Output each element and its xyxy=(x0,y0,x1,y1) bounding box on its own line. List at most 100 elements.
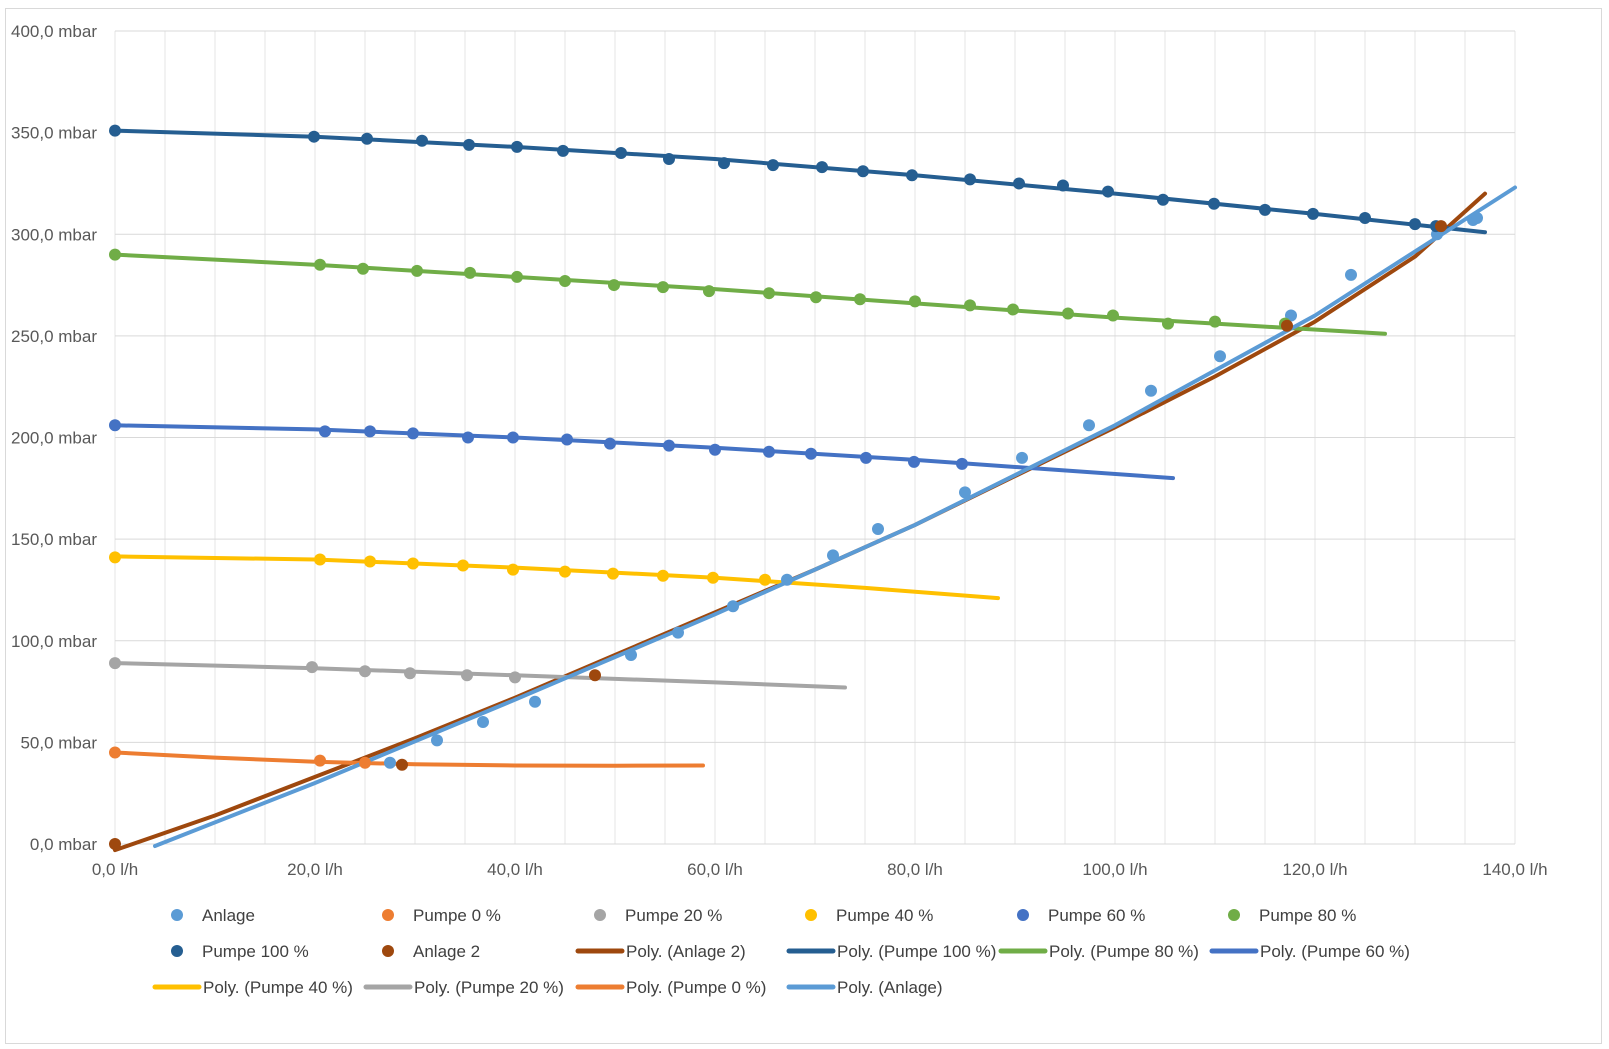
data-point xyxy=(359,756,371,769)
data-point xyxy=(463,138,475,151)
data-point xyxy=(416,134,428,147)
data-point xyxy=(364,425,376,438)
legend-marker xyxy=(1017,909,1029,921)
legend-marker xyxy=(1228,909,1240,921)
x-tick-label: 40,0 l/h xyxy=(487,860,543,879)
data-point xyxy=(1083,419,1095,432)
axis-layer: 0,0 mbar 50,0 mbar 100,0 mbar 150,0 mbar 200… xyxy=(11,22,1548,879)
legend-entry-poly-pumpe-80[interactable]: Poly. (Pumpe 80 %) xyxy=(998,942,1199,961)
data-point xyxy=(1307,207,1319,220)
data-point xyxy=(816,161,828,174)
legend-label: Poly. (Pumpe 80 %) xyxy=(1049,942,1199,961)
legend-entry-poly-anlage-2[interactable]: Poly. (Anlage 2) xyxy=(575,942,746,961)
data-point xyxy=(1409,218,1421,231)
data-point xyxy=(109,248,121,261)
data-point xyxy=(805,447,817,460)
legend-entry-pumpe-40[interactable]: Pumpe 40 % xyxy=(805,906,933,925)
data-point xyxy=(109,657,121,670)
data-point xyxy=(860,451,872,464)
legend-entry-pumpe-20[interactable]: Pumpe 20 % xyxy=(594,906,722,925)
legend-marker xyxy=(171,945,183,957)
y-tick-label: 0,0 mbar xyxy=(30,835,97,854)
data-point xyxy=(763,287,775,300)
trendline-poly-anlage xyxy=(153,185,1517,848)
data-point xyxy=(507,431,519,444)
data-point xyxy=(1214,350,1226,363)
data-point xyxy=(557,144,569,157)
series-pumpe-100 xyxy=(109,124,1442,233)
data-point xyxy=(781,573,793,586)
data-point xyxy=(308,130,320,143)
data-point xyxy=(1102,185,1114,198)
legend-entry-poly-pumpe-0[interactable]: Poly. (Pumpe 0 %) xyxy=(575,978,766,997)
trendline-poly-pumpe-80 xyxy=(113,252,1387,336)
legend-entry-pumpe-0[interactable]: Pumpe 0 % xyxy=(382,906,501,925)
legend-entry-pumpe-100[interactable]: Pumpe 100 % xyxy=(171,942,309,961)
data-point xyxy=(1359,211,1371,224)
data-point xyxy=(608,279,620,292)
data-point xyxy=(511,270,523,283)
legend-entry-poly-pumpe-40[interactable]: Poly. (Pumpe 40 %) xyxy=(152,978,353,997)
data-point xyxy=(657,281,669,294)
x-tick-label: 0,0 l/h xyxy=(92,860,138,879)
legend-label: Pumpe 60 % xyxy=(1048,906,1145,925)
data-point xyxy=(959,486,971,499)
data-point xyxy=(718,157,730,170)
data-point xyxy=(1345,268,1357,281)
data-point xyxy=(1435,220,1447,233)
data-point xyxy=(625,648,637,661)
data-point xyxy=(361,132,373,145)
data-point xyxy=(431,734,443,747)
data-point-layer xyxy=(109,124,1483,850)
y-tick-label: 200,0 mbar xyxy=(11,429,97,448)
trendline-poly-pumpe-60 xyxy=(113,423,1175,481)
legend-marker xyxy=(382,909,394,921)
data-point xyxy=(109,838,121,850)
data-point xyxy=(1209,315,1221,328)
legend-entry-poly-anlage[interactable]: Poly. (Anlage) xyxy=(786,978,943,997)
data-point xyxy=(1157,193,1169,206)
data-point xyxy=(314,754,326,767)
data-point xyxy=(477,716,489,729)
data-point xyxy=(306,661,318,674)
legend-entry-poly-pumpe-60[interactable]: Poly. (Pumpe 60 %) xyxy=(1209,942,1410,961)
data-point xyxy=(509,671,521,684)
y-tick-label: 350,0 mbar xyxy=(11,124,97,143)
data-point xyxy=(404,667,416,680)
chart-frame xyxy=(5,8,1602,1044)
legend: Anlage Pumpe 0 % Pumpe 20 % Pumpe 40 % Pumpe… xyxy=(152,906,1410,997)
data-point xyxy=(559,274,571,287)
data-point xyxy=(511,140,523,153)
y-tick-label: 100,0 mbar xyxy=(11,632,97,651)
data-point xyxy=(663,153,675,166)
data-point xyxy=(559,565,571,578)
legend-entry-pumpe-60[interactable]: Pumpe 60 % xyxy=(1017,906,1145,925)
legend-entry-anlage-2[interactable]: Anlage 2 xyxy=(382,942,480,961)
data-point xyxy=(810,291,822,304)
legend-entry-anlage[interactable]: Anlage xyxy=(171,906,255,925)
trendline-poly-pumpe-20 xyxy=(113,661,847,690)
data-point xyxy=(663,439,675,452)
trendline-poly-anlage-2 xyxy=(113,191,1487,853)
x-tick-label: 140,0 l/h xyxy=(1482,860,1547,879)
data-point xyxy=(908,455,920,468)
data-point xyxy=(909,295,921,308)
data-point xyxy=(1013,177,1025,190)
legend-entry-poly-pumpe-20[interactable]: Poly. (Pumpe 20 %) xyxy=(363,978,564,997)
data-point xyxy=(109,419,121,432)
data-point xyxy=(703,285,715,298)
data-point xyxy=(1471,211,1483,224)
legend-label: Poly. (Pumpe 40 %) xyxy=(203,978,353,997)
data-point xyxy=(727,600,739,613)
y-tick-label: 300,0 mbar xyxy=(11,225,97,244)
y-tick-label: 50,0 mbar xyxy=(20,733,97,752)
legend-entry-pumpe-80[interactable]: Pumpe 80 % xyxy=(1228,906,1356,925)
data-point xyxy=(384,756,396,769)
data-point xyxy=(462,431,474,444)
data-point xyxy=(827,549,839,562)
data-point xyxy=(589,669,601,682)
legend-entry-poly-pumpe-100[interactable]: Poly. (Pumpe 100 %) xyxy=(786,942,996,961)
data-point xyxy=(359,665,371,678)
data-point xyxy=(857,165,869,178)
